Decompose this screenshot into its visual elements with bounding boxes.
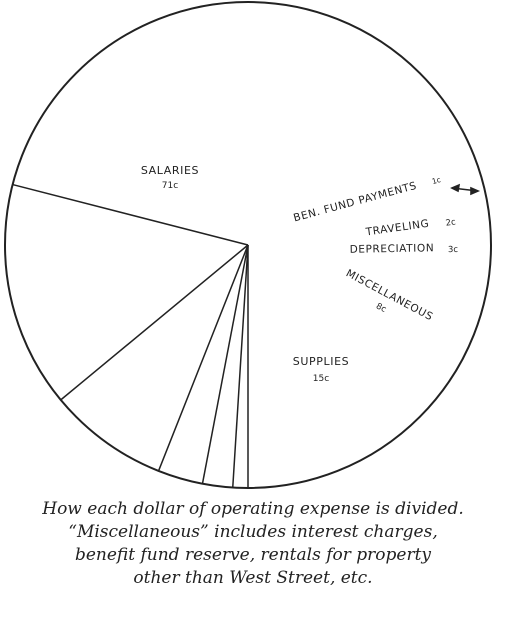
slice-boundary-traveling xyxy=(201,244,249,484)
pie-chart: SALARIES 71c SUPPLIES 15c MISCELLANEOUS … xyxy=(4,1,492,489)
caption-line-3: benefit fund reserve, rentals for proper… xyxy=(74,545,432,565)
figure-caption: How each dollar of operating expense is … xyxy=(0,498,506,590)
slice-boundary-miscellaneous xyxy=(60,244,249,401)
slice-label-depreciation: DEPRECIATION 3c xyxy=(350,242,459,255)
slice-label-depreciation-name: DEPRECIATION xyxy=(350,242,435,255)
caption-line-2: “Miscellaneous” includes interest charge… xyxy=(68,522,438,542)
slice-label-depreciation-value: 3c xyxy=(448,245,459,255)
slice-label-traveling-value: 2c xyxy=(445,217,457,228)
slice-label-ben-fund-payments-value: 1c xyxy=(431,175,442,186)
slice-label-supplies-value: 15c xyxy=(313,374,329,384)
slice-label-supplies-name: SUPPLIES xyxy=(293,355,349,368)
slice-label-miscellaneous-value: 8c xyxy=(374,301,388,315)
slice-label-salaries-value: 71c xyxy=(162,181,178,191)
slice-boundary-supplies xyxy=(12,183,249,246)
caption-line-4: other than West Street, etc. xyxy=(133,568,373,588)
slice-label-supplies: SUPPLIES 15c xyxy=(293,355,349,384)
ben-fund-arrow-icon xyxy=(450,183,481,196)
slice-label-salaries-name: SALARIES xyxy=(141,164,199,177)
caption-line-1: How each dollar of operating expense is … xyxy=(42,499,464,519)
slice-boundary-depreciation xyxy=(157,244,249,472)
slice-boundary-ben-fund-payments xyxy=(231,244,249,488)
slice-label-salaries: SALARIES 71c xyxy=(141,164,199,191)
